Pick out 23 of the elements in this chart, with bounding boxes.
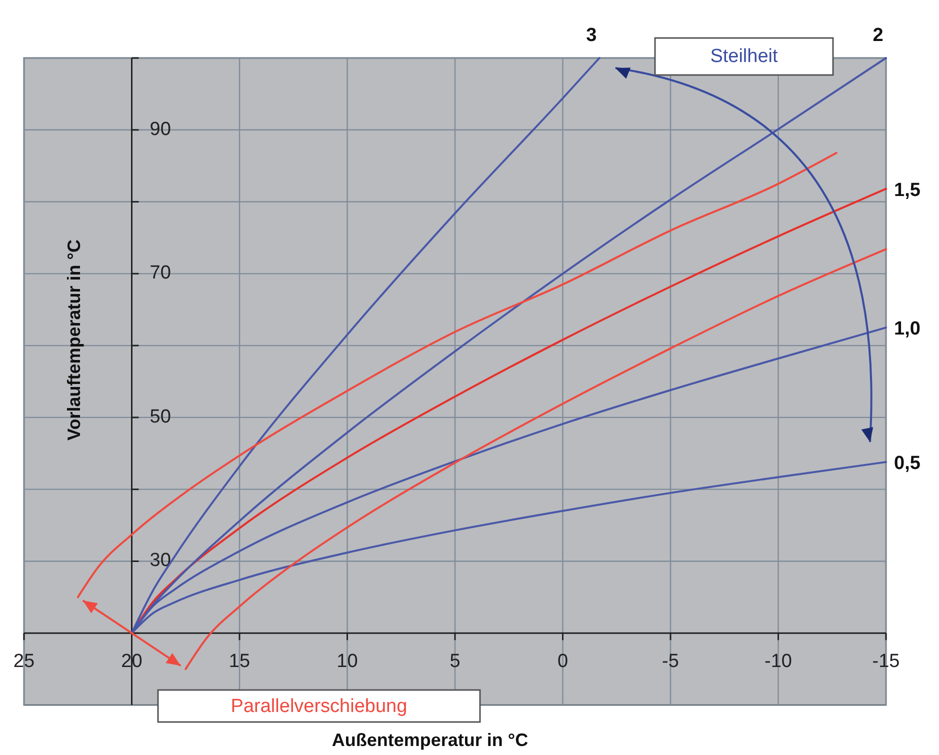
annotation: Parallelverschiebung	[230, 696, 408, 718]
series-label: 0,5	[894, 453, 921, 474]
series-label: 1,5	[894, 180, 921, 201]
series-label: 2	[872, 25, 884, 46]
x-axis-title: Außentemperatur in °C	[332, 730, 528, 750]
y-axis-title: Vorlauftemperatur in °C	[64, 240, 84, 440]
y-tick-label: 30	[150, 550, 171, 572]
x-tick-label: -10	[764, 651, 792, 672]
x-tick-label: 0	[557, 651, 568, 672]
x-tick-label: 10	[336, 651, 358, 672]
x-tick-label: 5	[450, 651, 460, 672]
text-box: Parallelverschiebung	[157, 689, 481, 723]
text-box: Steilheit	[654, 37, 834, 76]
y-tick-label: 50	[150, 406, 171, 428]
annotation: Steilheit	[710, 46, 779, 68]
x-tick-label: -5	[662, 651, 679, 672]
x-tick-label: 15	[228, 651, 250, 672]
series-label: 3	[586, 25, 597, 46]
x-tick-label: -15	[872, 651, 900, 672]
series-label: 1,0	[894, 318, 920, 340]
x-tick-label: 25	[13, 651, 35, 672]
y-tick-label: 90	[150, 118, 171, 140]
y-tick-label: 70	[150, 262, 171, 284]
